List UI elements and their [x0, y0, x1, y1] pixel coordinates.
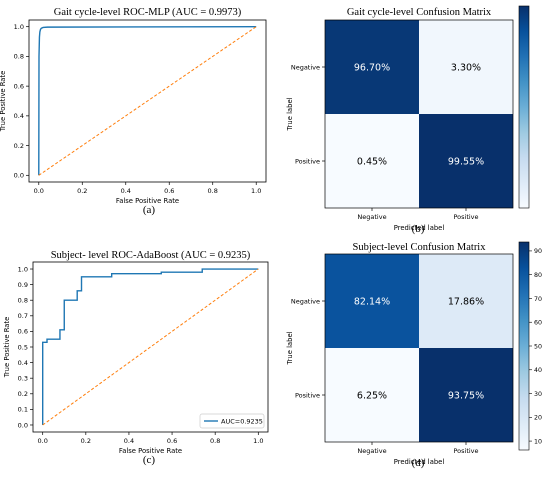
x-tick-label: 0.4 — [121, 187, 131, 195]
y-tick-label: 1.0 — [18, 265, 28, 273]
x-tick-label: 1.0 — [251, 187, 261, 195]
y-tick-label: 0.1 — [18, 406, 28, 414]
y-tick-label: 0.8 — [18, 297, 28, 305]
y-axis-label: True Positive Rate — [3, 317, 11, 379]
y-tick-label: 0.9 — [18, 281, 28, 289]
matrix-cell — [325, 20, 419, 114]
x-tick-label: 0.2 — [81, 437, 91, 445]
y-tick-label: 0.6 — [18, 328, 28, 336]
x-axis-label: Predicted label — [394, 458, 445, 466]
cell-value-label: 99.55% — [448, 157, 484, 168]
matrix-cell — [419, 348, 513, 442]
matrix-cell — [419, 20, 513, 114]
y-tick-label: 0.5 — [18, 343, 28, 351]
cell-value-label: 3.30% — [451, 63, 481, 74]
colorbar-tick-label: 40 — [534, 367, 542, 374]
colorbar-tick-label: 20 — [534, 415, 542, 422]
cell-value-label: 82.14% — [354, 297, 390, 308]
matrix-frame — [324, 253, 514, 443]
panel-label: (b) — [412, 223, 425, 235]
matrix-cell — [419, 114, 513, 208]
x-tick-label: 0.8 — [210, 437, 220, 445]
y-tick-label: 1.0 — [14, 23, 24, 31]
y-axis-label: True Positive Rate — [0, 71, 7, 133]
x-category-label: Negative — [357, 213, 386, 221]
panel-label: (a) — [143, 204, 156, 216]
chart-title: Subject-level Confusion Matrix — [353, 242, 487, 253]
legend-box — [199, 413, 265, 429]
y-tick-label: 0.3 — [18, 374, 28, 382]
chance-diagonal-line — [42, 268, 259, 426]
x-tick-label: 1.0 — [253, 437, 263, 445]
x-axis-label: Predicted label — [394, 224, 445, 232]
colorbar — [518, 5, 530, 209]
panel-label: (d) — [412, 457, 425, 469]
chart-title: Subject- level ROC-AdaBoost (AUC = 0.923… — [51, 250, 251, 261]
chance-diagonal-line — [38, 26, 257, 176]
chart-title: Gait cycle-level Confusion Matrix — [347, 7, 492, 18]
x-tick-label: 0.6 — [164, 187, 174, 195]
y-tick-label: 0.2 — [14, 142, 24, 150]
x-axis-label: False Positive Rate — [119, 447, 182, 455]
y-category-label: Positive — [295, 157, 320, 165]
y-axis-label: True label — [286, 97, 294, 131]
colorbar-tick-label: 80 — [534, 272, 542, 279]
y-tick-label: 0.7 — [18, 312, 28, 320]
y-tick-label: 0.4 — [14, 112, 24, 120]
y-tick-label: 0.2 — [18, 390, 28, 398]
cell-value-label: 17.86% — [448, 297, 484, 308]
legend-label: AUC=0.9235 — [221, 417, 263, 425]
x-category-label: Positive — [453, 447, 478, 455]
y-tick-label: 0.4 — [18, 359, 28, 367]
y-category-label: Negative — [291, 63, 320, 71]
x-tick-label: 0.0 — [38, 437, 48, 445]
y-tick-label: 0.6 — [14, 82, 24, 90]
x-tick-label: 0.2 — [77, 187, 87, 195]
y-tick-label: 0.0 — [14, 172, 24, 180]
cell-value-label: 93.75% — [448, 391, 484, 402]
y-tick-label: 0.8 — [14, 53, 24, 61]
matrix-cell — [325, 254, 419, 348]
cell-value-label: 96.70% — [354, 63, 390, 74]
colorbar-tick-label: 60 — [534, 320, 542, 327]
y-category-label: Positive — [295, 391, 320, 399]
y-axis-label: True label — [286, 331, 294, 365]
colorbar-tick-label: 10 — [534, 438, 542, 445]
matrix-cell — [325, 348, 419, 442]
colorbar-tick-label: 70 — [534, 296, 542, 303]
x-tick-label: 0.8 — [208, 187, 218, 195]
cell-value-label: 6.25% — [357, 391, 387, 402]
colorbar-tick-label: 30 — [534, 391, 542, 398]
roc-curve-line — [38, 25, 257, 176]
matrix-cell — [325, 114, 419, 208]
x-tick-label: 0.4 — [124, 437, 134, 445]
matrix-frame — [324, 19, 514, 209]
x-tick-label: 0.6 — [167, 437, 177, 445]
x-category-label: Positive — [453, 213, 478, 221]
panel-label: (c) — [143, 454, 156, 466]
x-tick-label: 0.0 — [34, 187, 44, 195]
y-category-label: Negative — [291, 297, 320, 305]
colorbar — [518, 241, 530, 451]
chart-title: Gait cycle-level ROC-MLP (AUC = 0.9973) — [54, 7, 242, 18]
roc-curve-line — [42, 268, 259, 425]
x-axis-label: False Positive Rate — [116, 197, 179, 205]
matrix-cell — [419, 254, 513, 348]
y-tick-label: 0.0 — [18, 421, 28, 429]
colorbar-tick-label: 90 — [534, 248, 542, 255]
x-category-label: Negative — [357, 447, 386, 455]
cell-value-label: 0.45% — [357, 157, 387, 168]
colorbar-tick-label: 50 — [534, 343, 542, 350]
